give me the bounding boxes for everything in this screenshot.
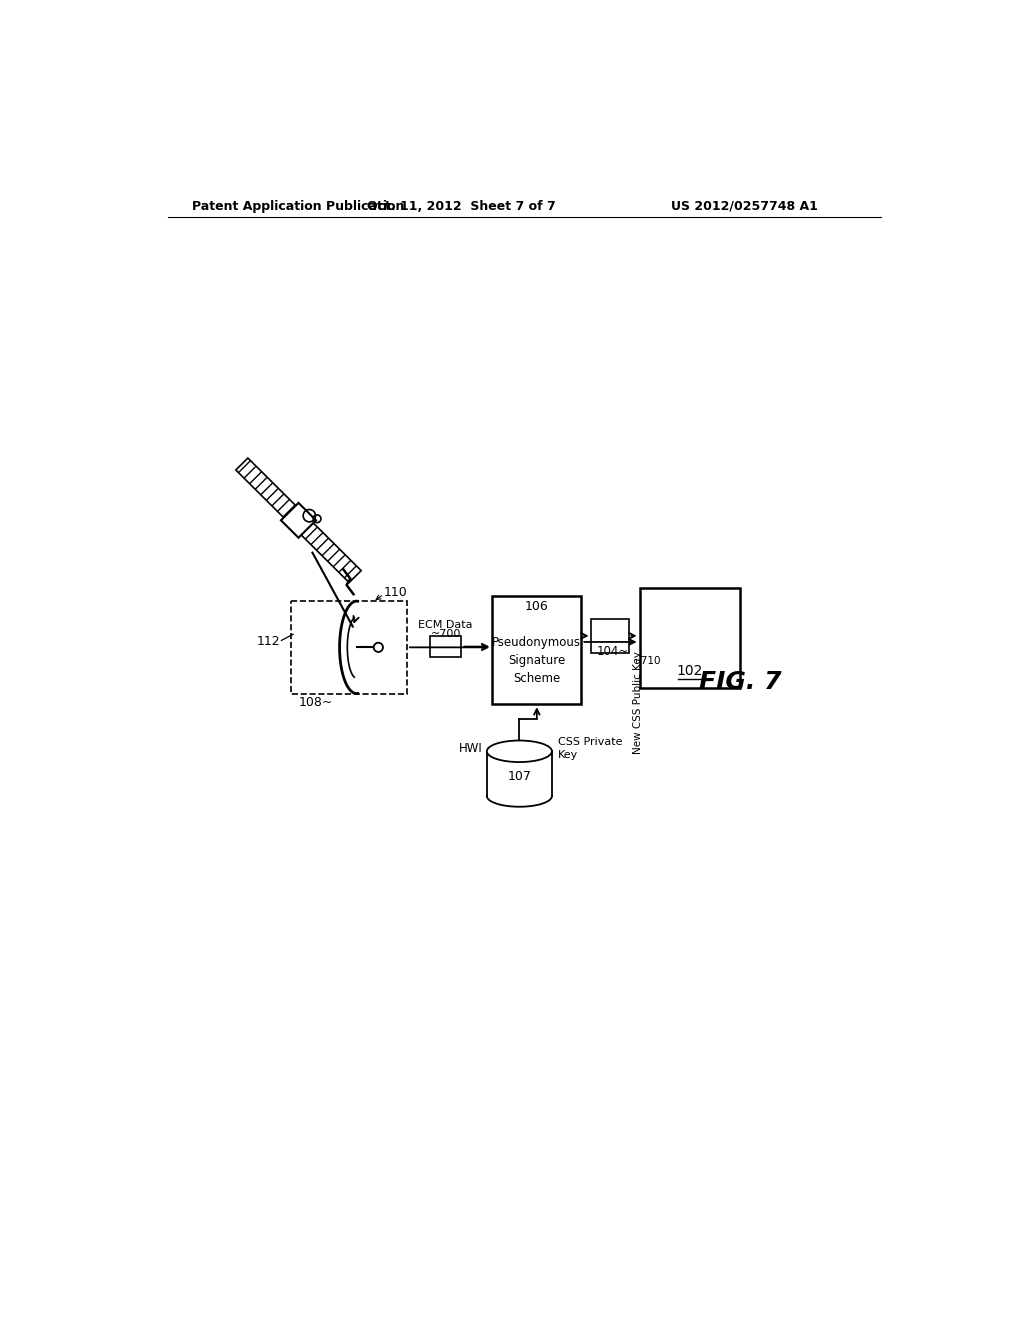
Text: Pseudonymous
Signature
Scheme: Pseudonymous Signature Scheme	[493, 636, 582, 685]
Bar	[493, 595, 582, 704]
Bar	[301, 523, 361, 582]
Text: 112: 112	[256, 635, 280, 648]
Text: 104~: 104~	[597, 644, 629, 657]
Text: ~700: ~700	[430, 630, 461, 639]
Bar	[486, 751, 552, 796]
Bar	[281, 503, 316, 537]
Text: ~710: ~710	[633, 656, 662, 665]
Text: HWI: HWI	[459, 742, 483, 755]
Text: New CSS Public Key: New CSS Public Key	[633, 651, 643, 754]
Text: FIG. 7: FIG. 7	[699, 671, 781, 694]
Bar	[640, 589, 740, 688]
Text: ECM Data: ECM Data	[419, 620, 473, 630]
Ellipse shape	[486, 741, 552, 762]
Text: 102: 102	[677, 664, 703, 678]
Text: Oct. 11, 2012  Sheet 7 of 7: Oct. 11, 2012 Sheet 7 of 7	[367, 199, 556, 213]
Bar	[430, 636, 461, 657]
Text: 106: 106	[525, 601, 549, 612]
Circle shape	[374, 643, 383, 652]
Text: Patent Application Publication: Patent Application Publication	[191, 199, 403, 213]
Bar	[236, 458, 296, 517]
Text: 110: 110	[384, 586, 408, 599]
Bar	[291, 601, 407, 693]
Text: 107: 107	[508, 770, 531, 783]
Text: 108~: 108~	[299, 696, 333, 709]
Bar	[592, 619, 629, 653]
Text: US 2012/0257748 A1: US 2012/0257748 A1	[671, 199, 818, 213]
Text: CSS Private
Key: CSS Private Key	[558, 737, 623, 760]
